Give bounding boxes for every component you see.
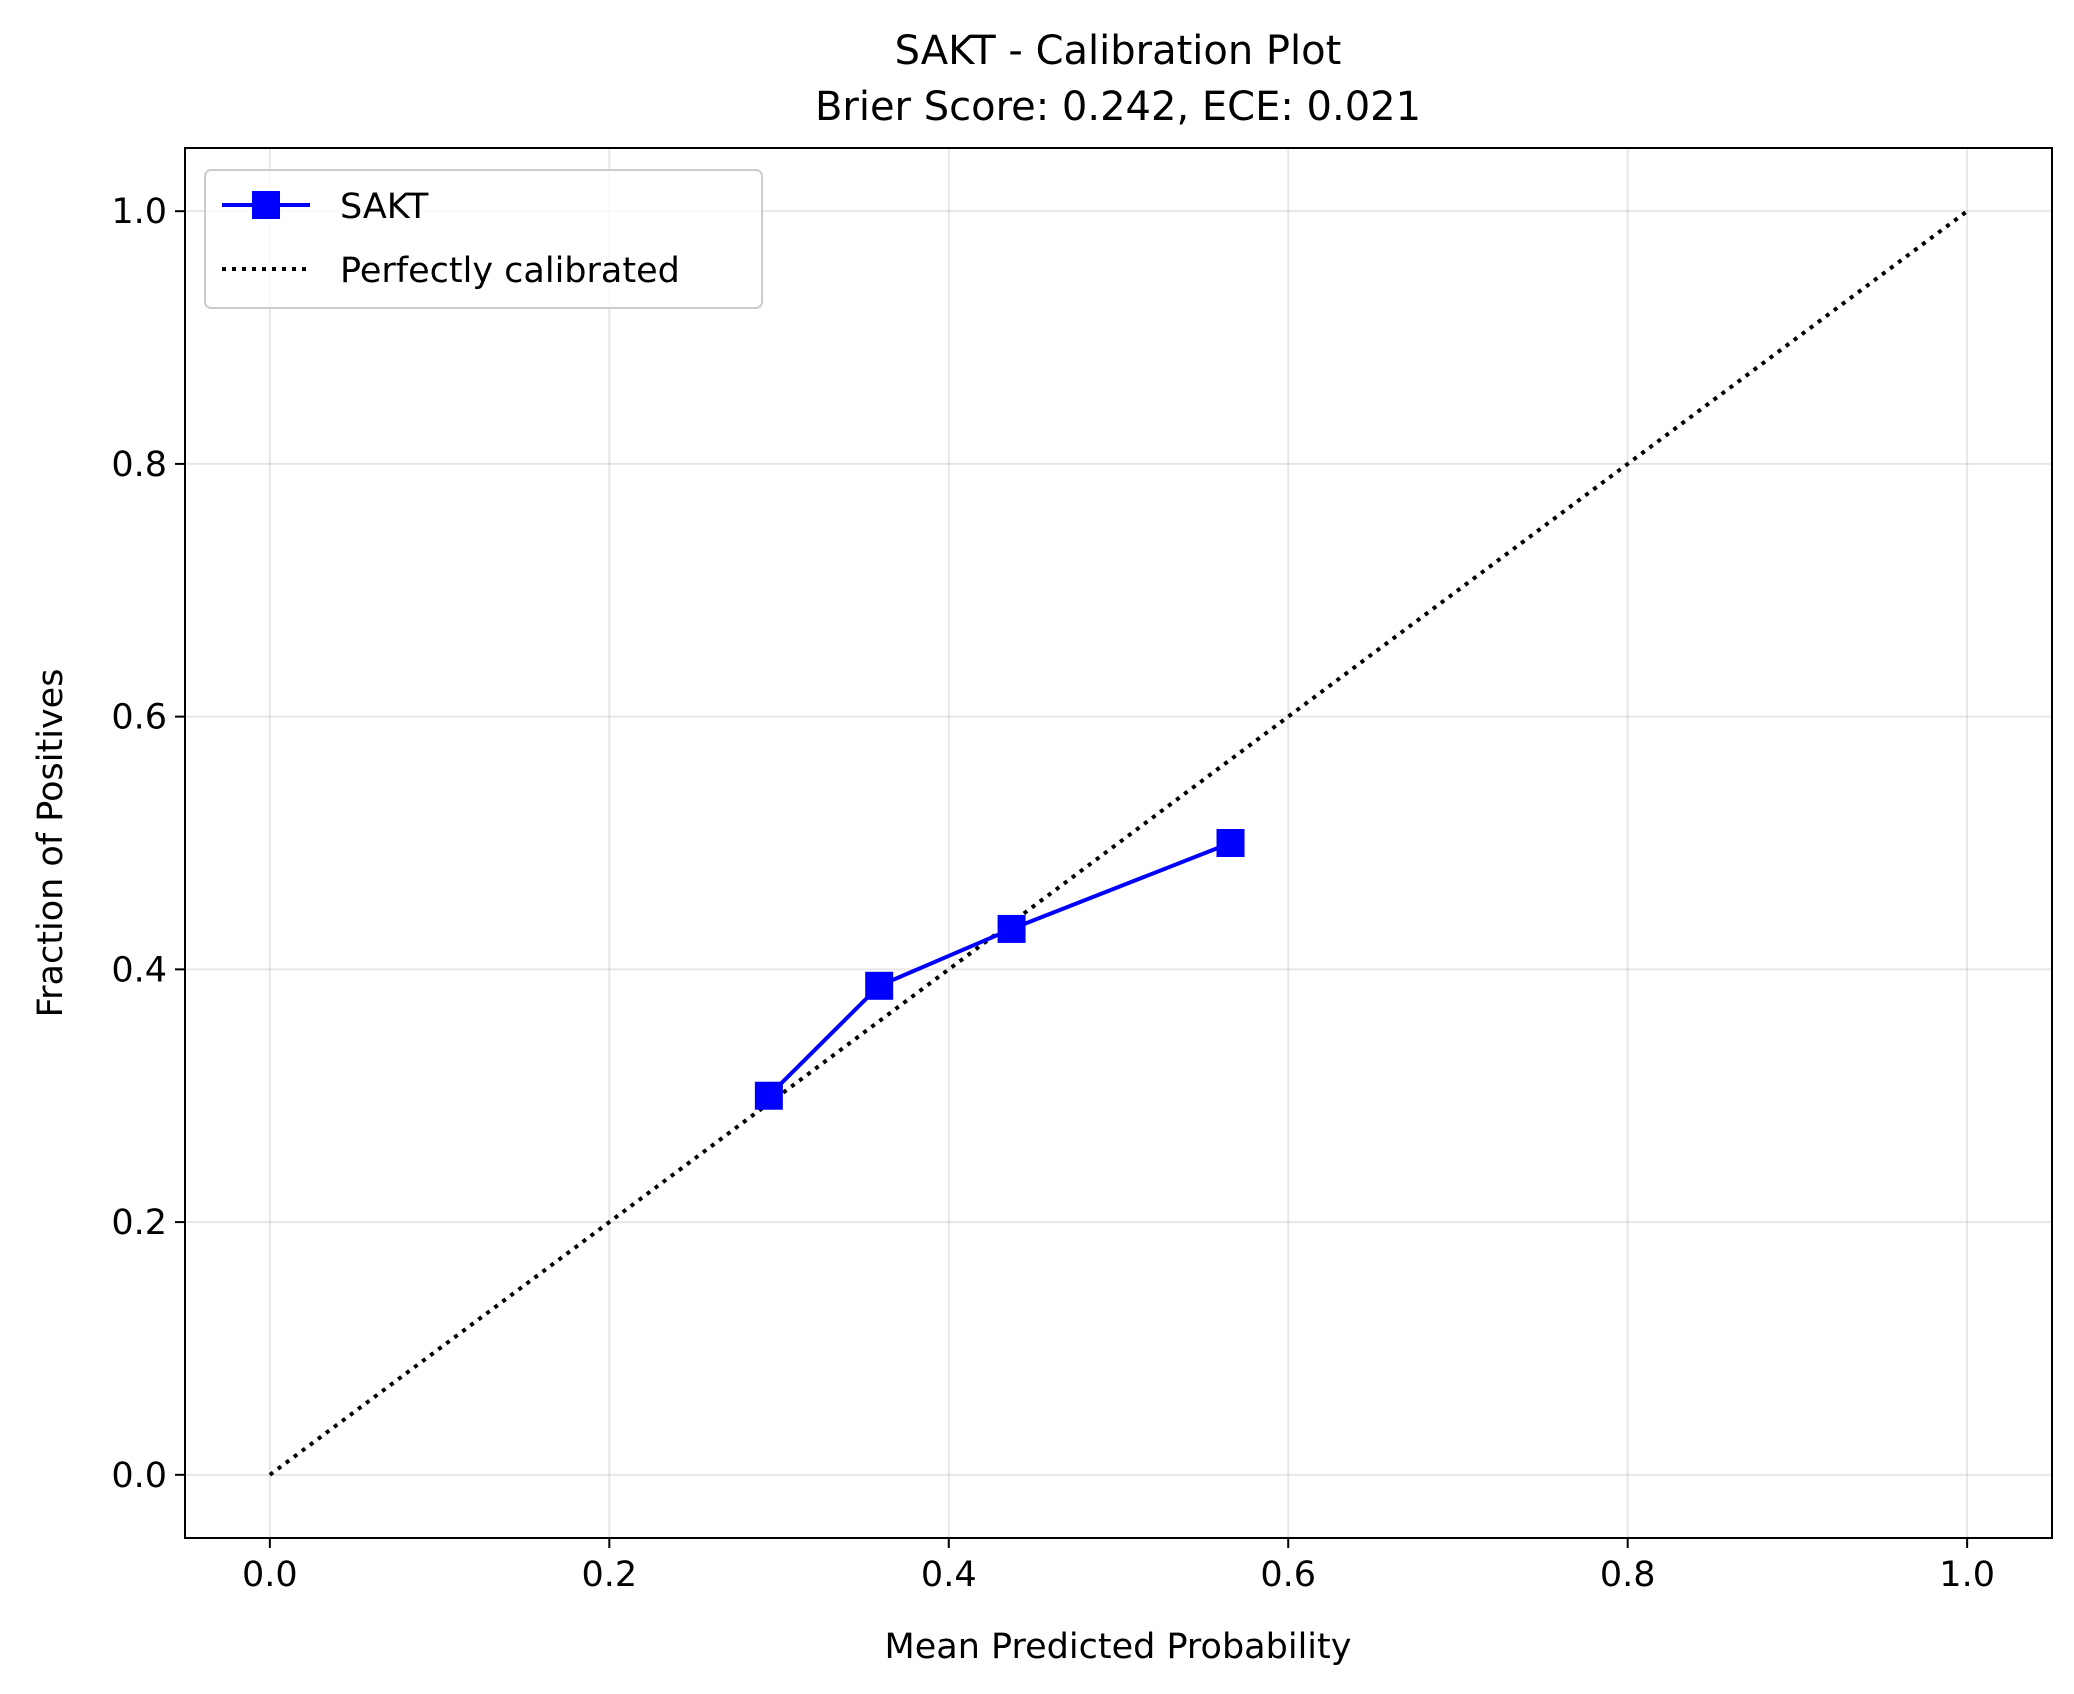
chart-title: SAKT - Calibration Plot [895,28,1342,74]
plot-frame [184,147,2053,1539]
perfect-calibration-line [268,209,1969,1477]
legend-sakt-marker [252,191,280,219]
y-tick-label: 0.0 [111,1456,167,1496]
plot-series [268,209,1969,1477]
sakt-data-point [1216,829,1245,857]
legend-box [204,169,763,309]
legend-sakt-label: SAKT [340,187,429,227]
x-tick-label: 0.2 [581,1555,637,1595]
y-tick-label: 0.6 [111,698,167,738]
y-tick-label: 0.8 [111,445,167,485]
y-tick-label: 0.2 [111,1203,167,1243]
legend: SAKT Perfectly calibrated [204,169,763,309]
y-tick-label: 1.0 [111,192,167,232]
sakt-series-line [767,841,1232,1098]
x-tick-label: 0.8 [1600,1555,1656,1595]
legend-perfect-label: Perfectly calibrated [340,251,680,291]
grid-lines [185,148,2052,1538]
y-axis-label: Fraction of Positives [31,669,71,1018]
x-tick-label: 1.0 [1939,1555,1995,1595]
x-axis-label: Mean Predicted Probability [885,1627,1352,1667]
x-tick-label: 0.4 [921,1555,977,1595]
axis-ticks: 0.0 0.2 0.4 0.6 0.8 1.0 0.0 0.2 0.4 0.6 0.8 1.0 [111,192,1995,1595]
sakt-data-point [865,971,894,1000]
x-tick-label: 0.0 [242,1555,298,1595]
sakt-data-point [997,914,1026,943]
chart-subtitle: Brier Score: 0.242, ECE: 0.021 [815,84,1421,130]
y-tick-label: 0.4 [111,950,167,990]
sakt-data-point [754,1081,783,1110]
x-tick-label: 0.6 [1260,1555,1316,1595]
